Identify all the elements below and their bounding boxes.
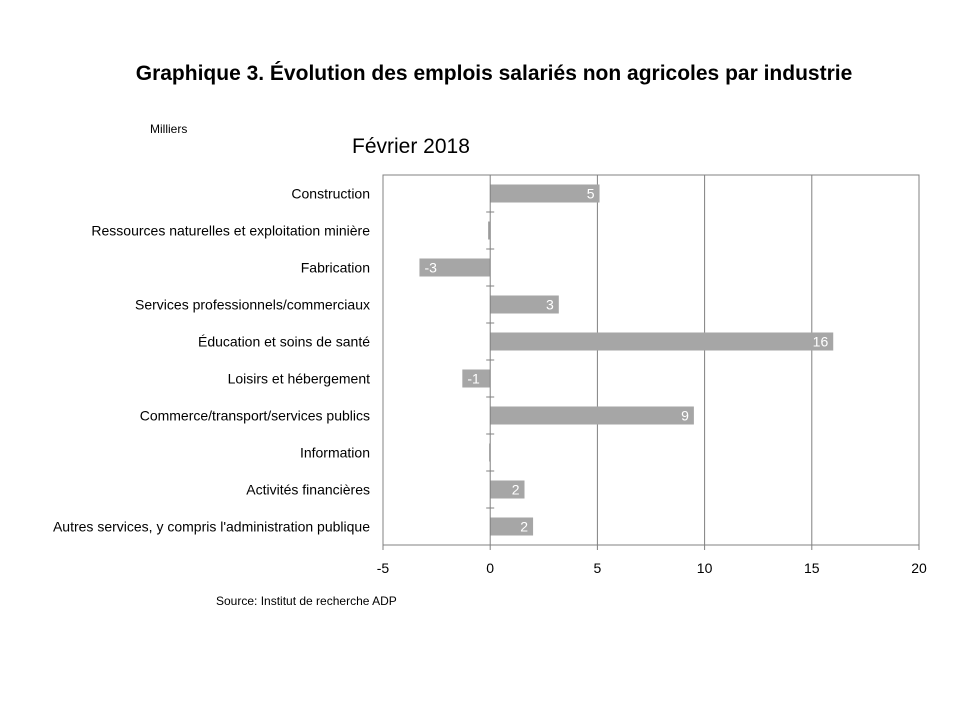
data-label: 16 <box>813 334 829 350</box>
category-label: Activités financières <box>246 482 370 498</box>
category-label: Autres services, y compris l'administrat… <box>53 519 370 535</box>
bar <box>419 258 491 277</box>
x-tick-label: -5 <box>377 560 390 576</box>
category-label: Fabrication <box>301 260 370 276</box>
bar <box>490 480 525 499</box>
category-label: Services professionnels/commerciaux <box>135 297 370 313</box>
data-label: 2 <box>512 482 520 498</box>
bar <box>488 221 491 240</box>
category-label: Ressources naturelles et exploitation mi… <box>91 223 370 239</box>
x-tick-label: 10 <box>697 560 713 576</box>
chart-title: Graphique 3. Évolution des emplois salar… <box>135 62 853 85</box>
data-label: 2 <box>520 519 528 535</box>
unit-label: Milliers <box>150 122 188 136</box>
category-label: Information <box>300 445 370 461</box>
category-label: Construction <box>291 186 370 202</box>
bar <box>490 406 694 425</box>
bar <box>489 443 491 462</box>
category-label: Loisirs et hébergement <box>228 371 371 387</box>
plot-frame <box>382 174 920 546</box>
data-label: 5 <box>587 186 595 202</box>
bar <box>490 517 534 536</box>
bar <box>490 332 834 351</box>
data-label: 9 <box>681 408 689 424</box>
x-tick-label: 5 <box>594 560 602 576</box>
x-tick-label: 15 <box>804 560 820 576</box>
category-label: Commerce/transport/services publics <box>140 408 370 424</box>
data-label: -3 <box>424 260 437 276</box>
bar <box>490 295 559 314</box>
bar <box>462 369 491 388</box>
bar <box>490 184 600 203</box>
chart-subtitle: Février 2018 <box>352 135 470 158</box>
source-note: Source: Institut de recherche ADP <box>216 594 397 608</box>
data-label: 3 <box>546 297 554 313</box>
x-tick-label: 0 <box>486 560 494 576</box>
x-tick-label: 20 <box>911 560 927 576</box>
data-label: -1 <box>467 371 480 387</box>
category-label: Éducation et soins de santé <box>198 334 370 350</box>
